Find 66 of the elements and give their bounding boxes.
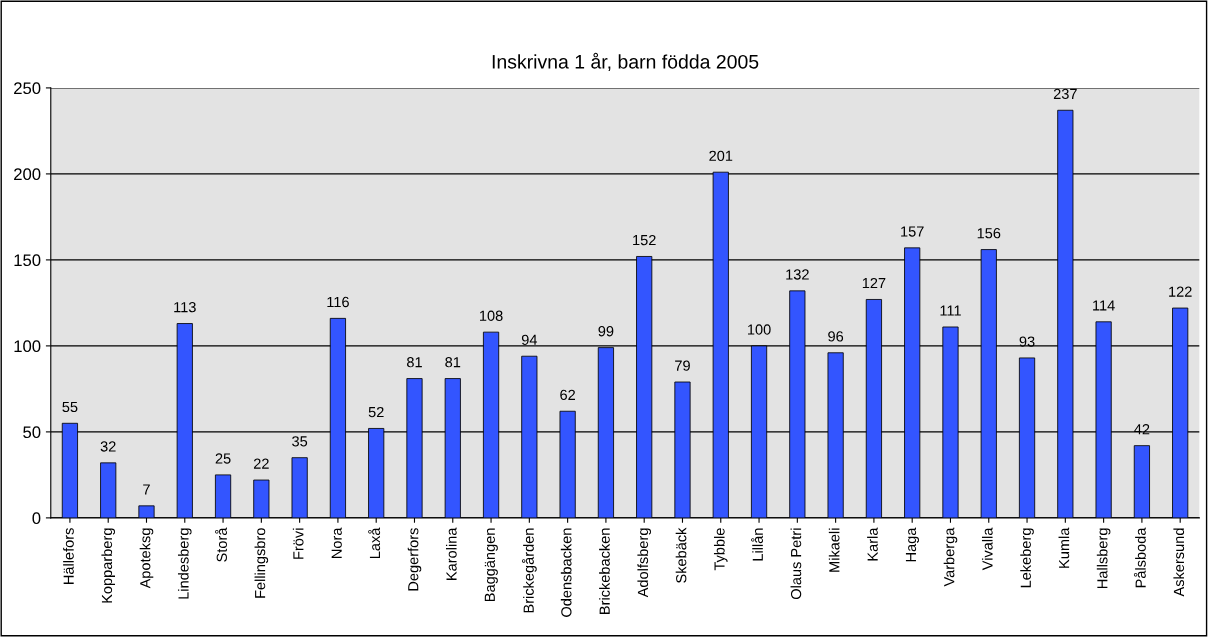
x-tick-label: Kumla [1058,527,1070,568]
x-tick-label: Fellingsbro [254,528,269,598]
x-tick-label: Karla [867,527,878,561]
y-tick-label: 100 [14,340,41,353]
data-label: 127 [862,277,886,289]
data-label: 156 [977,228,1001,239]
y-tick-label: 150 [14,254,41,267]
data-label: 100 [748,324,771,335]
x-tick-label: Brickegården [521,528,537,613]
data-label: 81 [407,357,422,368]
data-label: 116 [327,296,349,308]
x-tick-label: Askersund [1173,528,1185,597]
x-tick-label: Haga [905,527,919,562]
y-tick-label: 200 [14,168,41,181]
x-tick-label: Frövi [292,528,304,559]
x-tick-label: Adolfsberg [637,528,651,598]
data-label: 25 [215,453,231,464]
y-tick-label: 250 [14,82,41,95]
x-tick-label: Olaus Petri [790,528,802,600]
data-label: 111 [940,305,961,316]
x-tick-label: Karolina [445,527,457,580]
x-tick-label: Hallsberg [1096,528,1111,589]
data-label: 94 [521,334,538,345]
x-tick-label: Varberga [943,527,958,587]
x-tick-label: Storå [215,527,227,562]
x-tick-label: Brickebacken [599,528,610,614]
data-label: 7 [143,484,150,495]
data-label: 99 [598,326,614,337]
y-tick-label: 50 [23,426,41,439]
x-tick-label: Hällefors [63,528,74,584]
x-tick-label: Nora [331,527,342,559]
x-tick-label: Kopparberg [101,528,115,603]
data-label: 32 [100,441,116,452]
data-label: 93 [1019,336,1035,347]
data-label: 108 [480,310,503,321]
x-tick-label: Skebäck [675,527,687,583]
data-label: 237 [1053,88,1077,100]
data-label: 122 [1169,286,1192,297]
data-label: 113 [174,301,196,313]
x-tick-label: Odensbacken [560,528,572,617]
x-tick-label: Vivalla [981,527,993,571]
x-tick-label: Lekeberg [1020,528,1034,588]
data-label: 62 [560,389,575,401]
x-tick-label: Lillån [751,528,763,561]
x-tick-label: Apoteksg [139,528,154,589]
data-label: 55 [62,401,78,413]
data-label: 114 [1093,300,1115,311]
data-label: 52 [368,406,384,418]
x-tick-label: Pålsboda [1133,527,1146,588]
data-label: 157 [901,226,924,237]
data-label: 81 [445,357,461,368]
data-label: 35 [292,436,308,447]
data-label: 96 [828,331,844,342]
x-tick-label: Tybble [713,528,728,571]
data-label: 152 [633,234,656,246]
data-label: 132 [786,269,809,280]
x-tick-label: Degerfors [407,528,422,591]
data-label: 79 [675,360,690,371]
x-tick-label: Lindesberg [177,528,192,599]
data-label: 201 [709,150,733,161]
x-tick-label: Laxå [368,527,381,559]
chart-title: Inskrivna 1 år, barn födda 2005 [492,52,759,71]
x-tick-label: Mikaeli [828,528,840,572]
data-label: 22 [253,458,269,469]
x-tick-label: Baggängen [484,528,498,602]
y-tick-label: 0 [32,512,41,525]
